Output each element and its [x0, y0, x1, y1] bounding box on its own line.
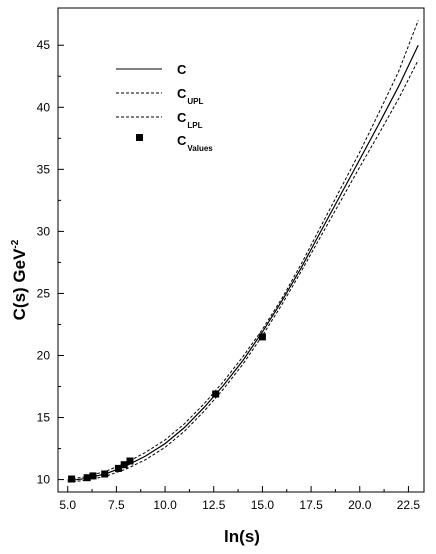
y-axis-title-main: C(s) GeV	[10, 248, 29, 320]
y-tick-label: 10	[37, 473, 51, 487]
legend-label-c-values: CValues	[177, 133, 213, 153]
legend-label-c: C	[177, 62, 187, 77]
y-tick-label: 30	[37, 224, 51, 238]
y-tick-label: 35	[37, 162, 51, 176]
x-tick-label: 5.0	[59, 498, 76, 512]
series-line-c-lpl	[67, 59, 419, 483]
legend-swatch-c-values	[136, 134, 143, 141]
x-tick-label: 12.5	[202, 498, 226, 512]
legend-label-c-lpl: CLPL	[177, 110, 203, 130]
x-tick-label: 17.5	[299, 498, 323, 512]
legend-label-c-values-main: C	[177, 133, 187, 148]
y-tick-label: 40	[37, 100, 51, 114]
series-line-c-upl	[67, 20, 419, 481]
x-tick-label: 7.5	[108, 498, 125, 512]
x-tick-label: 15.0	[251, 498, 275, 512]
data-point-marker	[68, 475, 76, 483]
data-point-marker	[212, 390, 220, 398]
y-tick-label: 15	[37, 411, 51, 425]
legend-label-c-upl-main: C	[177, 86, 187, 101]
data-point-marker	[114, 464, 122, 472]
x-axis-ticks: 5.0 7.5 10.0 12.5 15.0 17.5 20.0 22.5	[59, 486, 420, 512]
x-tick-label: 22.5	[397, 498, 421, 512]
legend-label-c-lpl-main: C	[177, 110, 187, 125]
data-point-marker	[126, 457, 134, 465]
legend-label-c-values-sub: Values	[187, 144, 213, 153]
legend-label-c-upl: CUPL	[177, 86, 204, 106]
series-line-c	[67, 44, 419, 482]
y-axis-ticks: 10 15 20 25 30 35 40 45	[37, 38, 64, 487]
data-point-marker	[258, 333, 266, 341]
y-axis-title-exponent: -2	[10, 239, 21, 248]
x-axis-title: ln(s)	[224, 527, 260, 546]
x-tick-label: 10.0	[153, 498, 177, 512]
legend-label-c-upl-sub: UPL	[187, 97, 203, 106]
legend-label-c-lpl-sub: LPL	[187, 121, 202, 130]
data-point-marker	[101, 470, 109, 478]
y-tick-label: 20	[37, 348, 51, 362]
x-tick-label: 20.0	[348, 498, 372, 512]
y-tick-label: 25	[37, 286, 51, 300]
plot-frame	[57, 7, 425, 493]
series-lines	[67, 20, 419, 483]
data-point-marker	[89, 472, 97, 480]
y-tick-label: 45	[37, 38, 51, 52]
data-points	[68, 333, 266, 483]
legend: C CUPL CLPL CValues	[116, 62, 213, 153]
data-point-marker	[120, 461, 128, 469]
y-axis-title: C(s) GeV-2	[10, 239, 29, 320]
data-point-marker	[83, 474, 91, 482]
